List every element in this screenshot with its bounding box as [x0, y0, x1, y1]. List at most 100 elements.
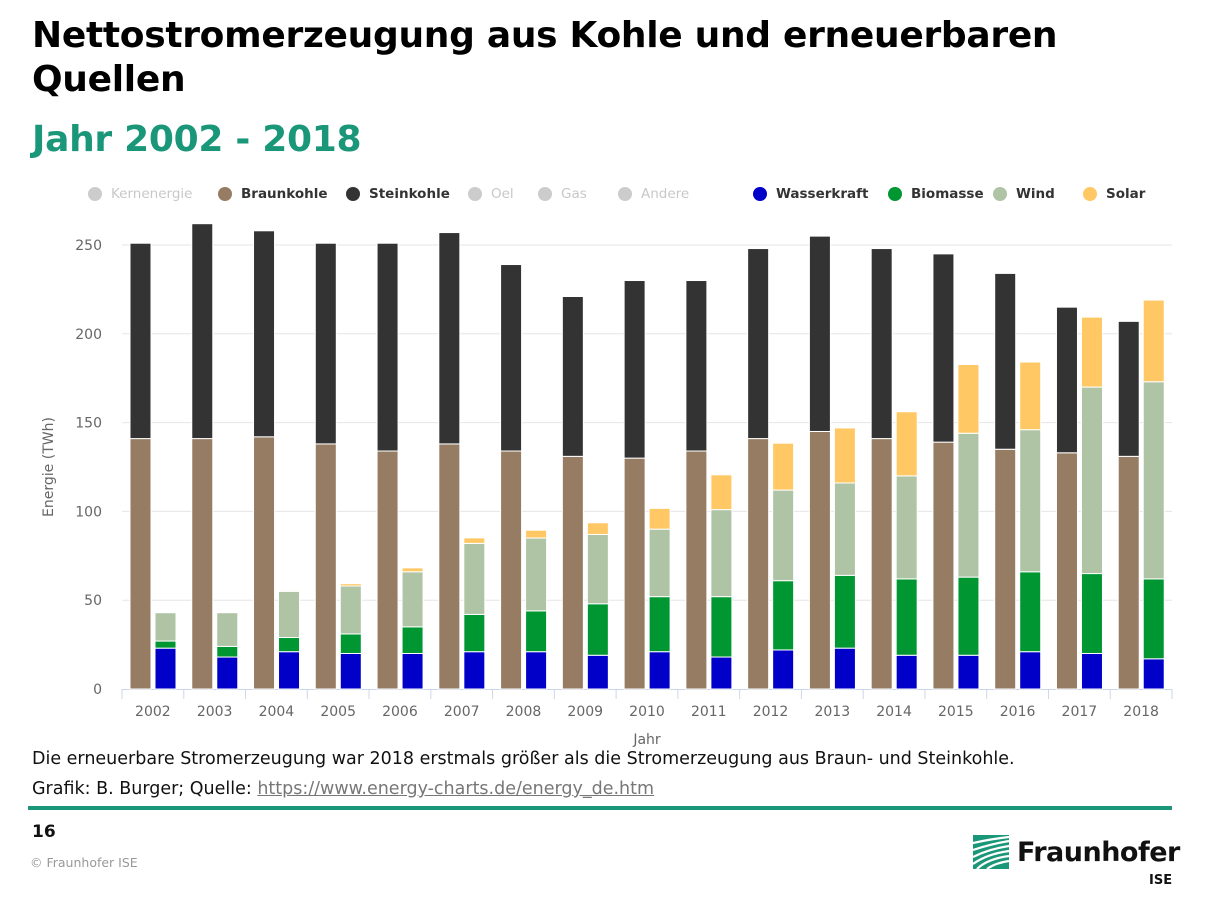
x-tick-label: 2013: [814, 704, 850, 720]
legend-item-oel[interactable]: Oel: [468, 186, 514, 202]
bar-wasserkraft-2007: [463, 651, 486, 690]
bar-solar-2017: [1080, 316, 1103, 388]
bar-biomasse-2016: [1019, 571, 1042, 653]
legend-label-andere: Andere: [641, 186, 690, 202]
y-tick-label: 0: [93, 682, 102, 698]
legend-item-wind[interactable]: Wind: [993, 186, 1055, 202]
bar-wind-2014: [895, 475, 918, 580]
page-number: 16: [32, 822, 56, 842]
bar-braunkohle-2005: [314, 443, 337, 690]
source-link[interactable]: https://www.energy-charts.de/energy_de.h…: [257, 779, 655, 799]
bar-steinkohle-2004: [253, 230, 276, 438]
x-tick-label: 2005: [320, 704, 356, 720]
x-tick-label: 2017: [1062, 704, 1098, 720]
logo-text: Fraunhofer: [1017, 837, 1180, 868]
y-tick-label: 100: [75, 504, 102, 520]
bar-steinkohle-2005: [314, 242, 337, 445]
bar-wasserkraft-2003: [216, 656, 239, 690]
bar-wind-2012: [772, 489, 795, 582]
bar-biomasse-2011: [710, 596, 733, 658]
x-tick-label: 2012: [753, 704, 789, 720]
legend-marker-solar: [1083, 187, 1097, 201]
bar-braunkohle-2018: [1117, 455, 1140, 690]
bar-steinkohle-2017: [1055, 306, 1078, 454]
legend-item-andere[interactable]: Andere: [618, 186, 689, 202]
bar-biomasse-2009: [586, 603, 609, 656]
x-tick-label: 2011: [691, 704, 727, 720]
bar-solar-2008: [525, 529, 548, 539]
chart-caption: Die erneuerbare Stromerzeugung war 2018 …: [32, 749, 1015, 769]
legend-label-wasserkraft: Wasserkraft: [776, 186, 869, 202]
x-tick-label: 2018: [1123, 704, 1159, 720]
bar-solar-2009: [586, 522, 609, 535]
slide-title: Nettostromerzeugung aus Kohle und erneue…: [32, 15, 1058, 100]
bar-steinkohle-2006: [376, 242, 399, 452]
bar-steinkohle-2012: [747, 248, 770, 440]
legend-item-biomasse[interactable]: Biomasse: [888, 186, 984, 202]
legend-item-wasserkraft[interactable]: Wasserkraft: [753, 186, 868, 202]
bar-solar-2018: [1142, 299, 1165, 383]
y-tick-label: 150: [75, 416, 102, 432]
bar-wasserkraft-2012: [772, 649, 795, 690]
x-tick-label: 2008: [506, 704, 542, 720]
legend-marker-kernenergie: [88, 187, 102, 201]
bar-wasserkraft-2008: [525, 651, 548, 690]
logo-subtext: ISE: [1149, 873, 1173, 888]
bar-solar-2004: [278, 589, 301, 592]
bar-braunkohle-2012: [747, 438, 770, 690]
y-tick-label: 200: [75, 327, 102, 343]
bar-wind-2005: [339, 585, 362, 635]
y-axis-title: Energie (TWh): [41, 417, 57, 517]
bar-solar-2014: [895, 411, 918, 477]
bar-biomasse-2005: [339, 633, 362, 654]
fraunhofer-logo: Fraunhofer ISE: [973, 833, 1180, 893]
x-tick-label: 2009: [567, 704, 603, 720]
bar-wasserkraft-2009: [586, 654, 609, 690]
legend-marker-wind: [993, 187, 1007, 201]
slide-subtitle: Jahr 2002 - 2018: [32, 119, 362, 160]
bar-wasserkraft-2011: [710, 656, 733, 690]
bar-wasserkraft-2013: [833, 647, 856, 690]
legend-item-gas[interactable]: Gas: [538, 186, 587, 202]
x-tick-label: 2016: [1000, 704, 1036, 720]
bar-biomasse-2002: [154, 640, 177, 649]
bar-biomasse-2014: [895, 578, 918, 656]
bar-braunkohle-2009: [561, 455, 584, 690]
bar-solar-2006: [401, 567, 424, 573]
bar-steinkohle-2018: [1117, 320, 1140, 457]
bar-braunkohle-2014: [870, 438, 893, 690]
bar-wasserkraft-2005: [339, 652, 362, 690]
legend-label-solar: Solar: [1106, 186, 1146, 202]
bar-wind-2006: [401, 571, 424, 628]
bar-wasserkraft-2004: [278, 651, 301, 690]
legend-item-solar[interactable]: Solar: [1083, 186, 1145, 202]
stacked-bar-chart: 0 50 100 150 200 250 2002 2003 2004 2005 2006 2007 2…: [41, 223, 1173, 748]
legend-label-kernenergie: Kernenergie: [111, 186, 193, 202]
x-tick-label: 2014: [876, 704, 912, 720]
x-tick-label: 2004: [259, 704, 295, 720]
legend-marker-andere: [618, 187, 632, 201]
x-tick-label: 2003: [197, 704, 233, 720]
legend-label-steinkohle: Steinkohle: [369, 186, 450, 202]
bar-wind-2009: [586, 533, 609, 605]
bar-steinkohle-2002: [129, 242, 152, 440]
bar-wind-2011: [710, 509, 733, 598]
x-tick-label: 2006: [382, 704, 418, 720]
legend-label-oel: Oel: [491, 186, 514, 202]
legend-item-steinkohle[interactable]: Steinkohle: [346, 186, 450, 202]
bar-braunkohle-2003: [191, 438, 214, 690]
bar-wind-2018: [1142, 381, 1165, 580]
legend-label-wind: Wind: [1016, 186, 1055, 202]
bar-wind-2003: [216, 612, 239, 647]
x-axis-title: Jahr: [632, 732, 661, 748]
x-tick-label: 2002: [135, 704, 171, 720]
bar-wind-2002: [154, 612, 177, 642]
bar-biomasse-2012: [772, 580, 795, 651]
legend-marker-oel: [468, 187, 482, 201]
legend-item-braunkohle[interactable]: Braunkohle: [218, 186, 328, 202]
bar-braunkohle-2004: [253, 436, 276, 690]
bar-solar-2003: [216, 611, 239, 614]
bar-braunkohle-2013: [808, 430, 831, 690]
legend-item-kernenergie[interactable]: Kernenergie: [88, 186, 192, 202]
bar-biomasse-2017: [1080, 573, 1103, 654]
